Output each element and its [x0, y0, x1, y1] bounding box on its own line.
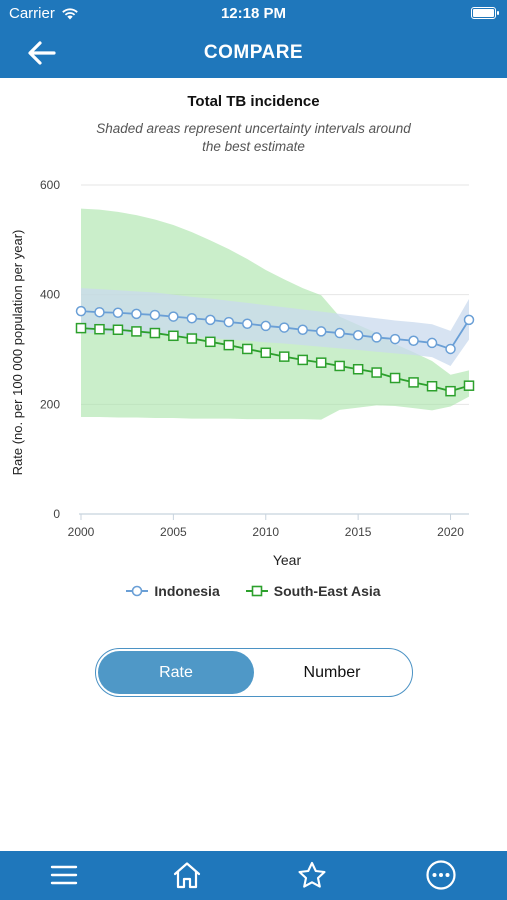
home-icon [173, 862, 201, 889]
data-point-indonesia [408, 335, 419, 346]
data-point-indonesia [260, 320, 272, 332]
x-tick-label: 2005 [160, 525, 187, 539]
data-point-south-east-asia [94, 323, 105, 335]
legend-label: Indonesia [154, 583, 220, 599]
carrier-group: Carrier [9, 5, 79, 22]
chart-title: Total TB incidence [187, 93, 320, 110]
data-point-indonesia [315, 326, 327, 337]
y-tick-label: 200 [40, 397, 60, 411]
more-tab[interactable] [425, 859, 457, 891]
x-tick-label: 2015 [345, 525, 372, 539]
data-point-indonesia [75, 305, 87, 317]
x-tick-label: 2020 [437, 525, 464, 539]
status-bar: Carrier 12:18 PM [0, 0, 507, 28]
favorites-tab[interactable] [296, 859, 328, 891]
data-point-south-east-asia [408, 377, 419, 388]
legend-circle-marker-icon [126, 585, 149, 597]
menu-icon [50, 865, 78, 885]
data-point-indonesia [168, 311, 179, 322]
data-point-indonesia [242, 318, 253, 329]
back-button[interactable] [24, 36, 60, 70]
data-point-south-east-asia [75, 322, 87, 334]
data-point-indonesia [426, 337, 438, 349]
chart-legend: Indonesia South-East Asia [0, 583, 507, 599]
data-point-indonesia [297, 324, 308, 336]
data-point-south-east-asia [223, 339, 235, 351]
series-lines [80, 310, 470, 393]
data-point-south-east-asia [334, 360, 345, 372]
data-point-south-east-asia [315, 357, 327, 368]
data-point-indonesia [186, 312, 198, 324]
menu-tab[interactable] [48, 859, 80, 891]
data-point-indonesia [352, 329, 364, 341]
data-point-south-east-asia [260, 347, 272, 359]
data-point-south-east-asia [278, 351, 290, 362]
arrow-left-icon [28, 41, 56, 65]
data-point-indonesia [223, 316, 235, 328]
more-icon [426, 860, 456, 890]
star-icon [298, 861, 326, 888]
data-point-south-east-asia [186, 333, 198, 344]
home-tab[interactable] [171, 859, 203, 891]
data-point-south-east-asia [426, 380, 438, 392]
data-point-indonesia [94, 306, 105, 318]
x-axis-label: Year [273, 552, 302, 568]
x-tick-label: 2010 [252, 525, 279, 539]
tab-bar [0, 851, 507, 900]
status-time: 12:18 PM [220, 5, 287, 22]
carrier-label: Carrier [9, 5, 55, 22]
y-axis-label: Rate (no. per 100 000 population per yea… [10, 230, 25, 476]
data-point-south-east-asia [389, 372, 401, 384]
data-point-indonesia [112, 307, 124, 319]
data-point-indonesia [334, 327, 345, 339]
battery-icon [471, 7, 499, 19]
data-point-south-east-asia [445, 385, 456, 397]
data-point-south-east-asia [205, 336, 216, 348]
legend-item-indonesia[interactable]: Indonesia [126, 583, 220, 599]
data-point-south-east-asia [352, 363, 364, 375]
data-point-indonesia [149, 309, 161, 321]
data-point-south-east-asia [242, 343, 253, 355]
data-point-indonesia [463, 314, 475, 326]
rate-option[interactable]: Rate [98, 651, 254, 694]
wifi-icon [62, 8, 78, 20]
nav-bar: COMPARE [0, 28, 507, 78]
y-tick-label: 400 [40, 288, 60, 302]
data-point-indonesia [278, 322, 290, 333]
data-point-indonesia [205, 314, 216, 326]
rate-number-toggle: Rate Number [95, 648, 413, 697]
data-point-south-east-asia [112, 324, 124, 336]
data-point-south-east-asia [297, 354, 308, 366]
data-point-indonesia [131, 308, 142, 320]
data-point-south-east-asia [149, 327, 161, 339]
legend-item-south-east-asia[interactable]: South-East Asia [245, 583, 381, 599]
x-tick-label: 2000 [68, 525, 95, 539]
data-point-indonesia [389, 333, 401, 345]
data-point-indonesia [445, 343, 456, 355]
data-point-south-east-asia [168, 330, 179, 342]
series-line-indonesia [80, 310, 470, 351]
page-title: COMPARE [203, 42, 304, 63]
data-point-south-east-asia [371, 367, 382, 378]
series-line-south-east-asia [80, 327, 470, 393]
y-tick-label: 0 [53, 507, 60, 521]
chart: 0 200 400 600 2000 2005 2010 2015 2020 Rate (no.… [10, 178, 475, 568]
legend-label: South-East Asia [273, 583, 381, 599]
data-point-indonesia [371, 332, 382, 343]
series-markers [75, 305, 475, 397]
data-point-south-east-asia [463, 380, 475, 391]
legend-square-marker-icon [245, 585, 268, 597]
y-tick-label: 600 [40, 178, 60, 192]
number-option[interactable]: Number [303, 663, 361, 681]
chart-axes: 0 200 400 600 2000 2005 2010 2015 2020 [40, 178, 469, 539]
data-point-south-east-asia [131, 326, 142, 337]
chart-subtitle: Shaded areas represent uncertainty inter… [96, 121, 411, 154]
